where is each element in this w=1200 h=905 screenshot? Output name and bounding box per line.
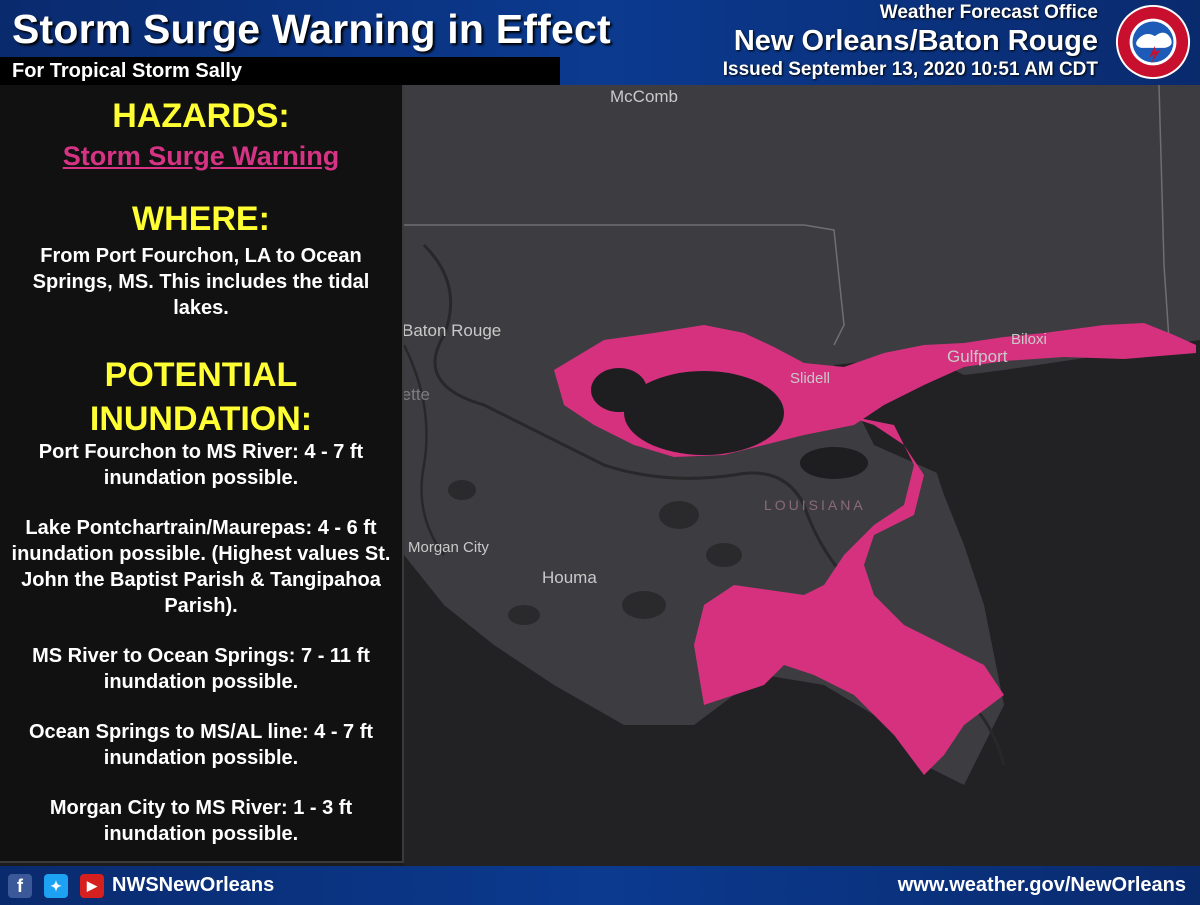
where-text: From Port Fourchon, LA to Ocean Springs,… xyxy=(32,245,370,319)
marsh-lake xyxy=(508,605,540,625)
list-item: Lake Pontchartrain/Maurepas: 4 - 6 ft in… xyxy=(11,517,391,617)
surge-map: McComb Baton Rouge rette Gulfport Biloxi… xyxy=(404,85,1200,866)
state-border-east xyxy=(1158,85,1170,341)
hazard-link[interactable]: Storm Surge Warning xyxy=(62,141,340,171)
lake-borgne xyxy=(800,447,868,479)
youtube-icon[interactable]: ▶ xyxy=(80,874,104,898)
list-item: Port Fourchon to MS River: 4 - 7 ft inun… xyxy=(38,441,364,489)
office-line2: New Orleans/Baton Rouge xyxy=(733,25,1098,57)
atchafalaya-river xyxy=(404,344,446,556)
inundation-list: Port Fourchon to MS River: 4 - 7 ft inun… xyxy=(6,439,396,871)
map-label-houma: Houma xyxy=(542,568,597,587)
nws-logo-icon xyxy=(1115,4,1191,80)
state-border xyxy=(404,224,845,346)
list-item: MS River to Ocean Springs: 7 - 11 ft inu… xyxy=(32,645,370,693)
office-block: Weather Forecast Office New Orleans/Bato… xyxy=(723,2,1098,82)
header-bar: Storm Surge Warning in Effect For Tropic… xyxy=(0,0,1200,85)
website-link[interactable]: www.weather.gov/NewOrleans xyxy=(897,874,1186,896)
info-panel: HAZARDS: Storm Surge Warning WHERE: From… xyxy=(0,85,404,863)
page-title: Storm Surge Warning in Effect xyxy=(12,6,611,52)
map-label-baton-rouge: Baton Rouge xyxy=(404,321,502,340)
list-item: Morgan City to MS River: 1 - 3 ft inunda… xyxy=(49,797,353,845)
marsh-lake xyxy=(659,501,699,529)
map-label-slidell: Slidell xyxy=(790,370,831,387)
where-heading: WHERE: xyxy=(132,200,270,238)
facebook-icon[interactable]: f xyxy=(8,874,32,898)
subtitle: For Tropical Storm Sally xyxy=(12,60,243,82)
subtitle-bar: For Tropical Storm Sally xyxy=(0,57,560,85)
map-label-mccomb: McComb xyxy=(610,87,679,106)
lake-pontchartrain xyxy=(624,371,784,455)
inundation-heading: POTENTIAL INUNDATION: xyxy=(0,353,402,441)
gulf-water-east xyxy=(834,347,1200,505)
map-label-morgan-city: Morgan City xyxy=(408,539,489,556)
footer-bar: f ✦ ▶ NWSNewOrleans www.weather.gov/NewO… xyxy=(0,866,1200,905)
list-item: Ocean Springs to MS/AL line: 4 - 7 ft in… xyxy=(28,721,374,769)
social-handle[interactable]: NWSNewOrleans xyxy=(112,874,275,896)
surge-area-south xyxy=(694,415,1004,775)
marsh-lake xyxy=(448,480,476,500)
map-label-louisiana: LOUISIANA xyxy=(764,497,866,513)
office-line1: Weather Forecast Office xyxy=(879,2,1098,23)
inundation-heading-line2: INUNDATION: xyxy=(89,400,313,438)
map-label-gulfport: Gulfport xyxy=(947,347,1008,366)
hazards-heading: HAZARDS: xyxy=(112,97,290,135)
lake-maurepas xyxy=(591,368,647,412)
map-label-lafayette: rette xyxy=(404,385,431,404)
twitter-icon[interactable]: ✦ xyxy=(44,874,68,898)
marsh-lake xyxy=(706,543,742,567)
map-svg xyxy=(404,85,1200,866)
issued-time: Issued September 13, 2020 10:51 AM CDT xyxy=(722,59,1098,80)
map-label-biloxi: Biloxi xyxy=(1011,331,1047,348)
inundation-heading-line1: POTENTIAL xyxy=(104,356,298,394)
marsh-lake xyxy=(622,591,666,619)
